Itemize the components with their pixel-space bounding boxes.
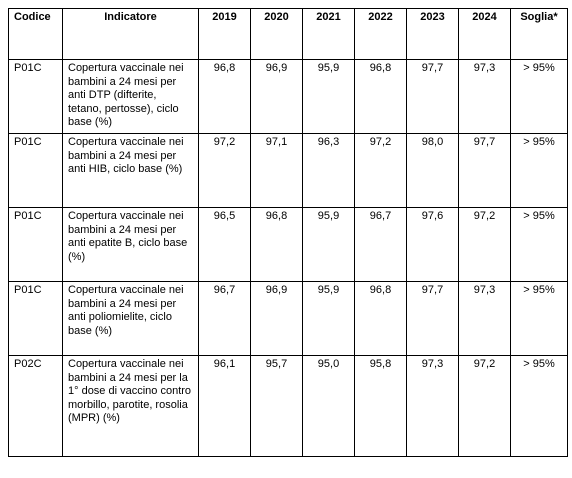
value-2024: 97,3 xyxy=(458,59,511,134)
value-2023: 98,0 xyxy=(406,133,459,208)
value-2020: 96,8 xyxy=(250,207,303,282)
header-2021: 2021 xyxy=(302,8,355,60)
value-2022: 95,8 xyxy=(354,355,407,457)
value-2022: 96,8 xyxy=(354,59,407,134)
value-2024: 97,2 xyxy=(458,207,511,282)
table-row: P02C Copertura vaccinale nei bambini a 2… xyxy=(8,355,568,457)
code-cell: P02C xyxy=(8,355,63,457)
value-2019: 97,2 xyxy=(198,133,251,208)
table-row: P01C Copertura vaccinale nei bambini a 2… xyxy=(8,281,568,356)
value-2021: 95,0 xyxy=(302,355,355,457)
table-row: P01C Copertura vaccinale nei bambini a 2… xyxy=(8,59,568,134)
header-2023: 2023 xyxy=(406,8,459,60)
header-2024: 2024 xyxy=(458,8,511,60)
value-2024: 97,7 xyxy=(458,133,511,208)
value-2023: 97,7 xyxy=(406,281,459,356)
value-2019: 96,5 xyxy=(198,207,251,282)
value-2019: 96,8 xyxy=(198,59,251,134)
threshold-cell: > 95% xyxy=(510,59,568,134)
threshold-cell: > 95% xyxy=(510,355,568,457)
value-2021: 96,3 xyxy=(302,133,355,208)
value-2020: 96,9 xyxy=(250,281,303,356)
value-2023: 97,6 xyxy=(406,207,459,282)
value-2019: 96,1 xyxy=(198,355,251,457)
indicator-cell: Copertura vaccinale nei bambini a 24 mes… xyxy=(62,281,199,356)
table-row: P01C Copertura vaccinale nei bambini a 2… xyxy=(8,133,568,208)
value-2020: 97,1 xyxy=(250,133,303,208)
threshold-cell: > 95% xyxy=(510,207,568,282)
threshold-cell: > 95% xyxy=(510,133,568,208)
value-2019: 96,7 xyxy=(198,281,251,356)
code-cell: P01C xyxy=(8,59,63,134)
header-row: Codice Indicatore 2019 2020 2021 2022 20… xyxy=(8,8,568,60)
value-2021: 95,9 xyxy=(302,59,355,134)
value-2024: 97,3 xyxy=(458,281,511,356)
header-2020: 2020 xyxy=(250,8,303,60)
value-2023: 97,3 xyxy=(406,355,459,457)
header-soglia: Soglia* xyxy=(510,8,568,60)
header-codice: Codice xyxy=(8,8,63,60)
indicator-cell: Copertura vaccinale nei bambini a 24 mes… xyxy=(62,59,199,134)
header-indicatore: Indicatore xyxy=(62,8,199,60)
threshold-cell: > 95% xyxy=(510,281,568,356)
code-cell: P01C xyxy=(8,207,63,282)
code-cell: P01C xyxy=(8,281,63,356)
value-2024: 97,2 xyxy=(458,355,511,457)
value-2022: 96,8 xyxy=(354,281,407,356)
value-2023: 97,7 xyxy=(406,59,459,134)
indicator-cell: Copertura vaccinale nei bambini a 24 mes… xyxy=(62,207,199,282)
value-2020: 95,7 xyxy=(250,355,303,457)
header-2022: 2022 xyxy=(354,8,407,60)
value-2021: 95,9 xyxy=(302,207,355,282)
indicator-cell: Copertura vaccinale nei bambini a 24 mes… xyxy=(62,133,199,208)
value-2021: 95,9 xyxy=(302,281,355,356)
indicator-cell: Copertura vaccinale nei bambini a 24 mes… xyxy=(62,355,199,457)
value-2022: 97,2 xyxy=(354,133,407,208)
value-2022: 96,7 xyxy=(354,207,407,282)
value-2020: 96,9 xyxy=(250,59,303,134)
table-row: P01C Copertura vaccinale nei bambini a 2… xyxy=(8,207,568,282)
header-2019: 2019 xyxy=(198,8,251,60)
code-cell: P01C xyxy=(8,133,63,208)
vaccination-coverage-table: Codice Indicatore 2019 2020 2021 2022 20… xyxy=(8,8,568,457)
